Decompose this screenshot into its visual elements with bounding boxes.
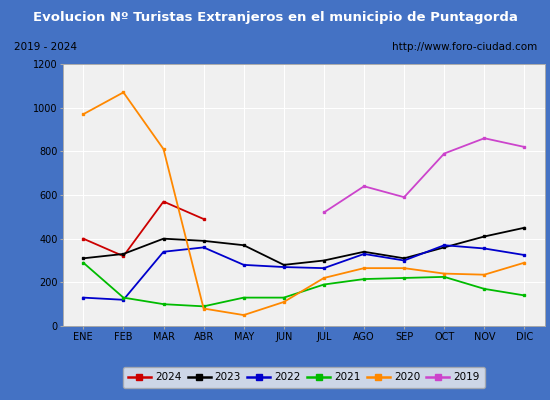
2023 bbox=[441, 245, 448, 250]
Line: 2024: 2024 bbox=[82, 200, 205, 258]
2020 bbox=[120, 90, 127, 95]
2021 bbox=[280, 295, 287, 300]
2021 bbox=[441, 274, 448, 279]
2023 bbox=[120, 252, 127, 256]
2021 bbox=[401, 276, 408, 280]
2020 bbox=[401, 266, 408, 270]
2021 bbox=[361, 277, 367, 282]
2020 bbox=[521, 260, 528, 265]
2023 bbox=[240, 243, 247, 248]
2022 bbox=[521, 253, 528, 258]
2021 bbox=[481, 286, 488, 291]
2024 bbox=[120, 254, 127, 258]
2021 bbox=[240, 295, 247, 300]
Line: 2020: 2020 bbox=[82, 91, 526, 316]
2021 bbox=[120, 295, 127, 300]
2022 bbox=[120, 297, 127, 302]
2023 bbox=[361, 249, 367, 254]
2022 bbox=[240, 262, 247, 267]
2023 bbox=[80, 256, 86, 261]
2023 bbox=[401, 256, 408, 261]
2021 bbox=[521, 293, 528, 298]
Line: 2022: 2022 bbox=[82, 244, 526, 301]
Text: Evolucion Nº Turistas Extranjeros en el municipio de Puntagorda: Evolucion Nº Turistas Extranjeros en el … bbox=[32, 10, 518, 24]
2023 bbox=[521, 225, 528, 230]
2023 bbox=[481, 234, 488, 239]
2022 bbox=[160, 249, 167, 254]
2022 bbox=[401, 258, 408, 263]
2023 bbox=[321, 258, 327, 263]
2024 bbox=[80, 236, 86, 241]
2022 bbox=[321, 266, 327, 270]
2020 bbox=[200, 306, 207, 311]
2021 bbox=[80, 260, 86, 265]
2022 bbox=[481, 246, 488, 251]
2020 bbox=[441, 271, 448, 276]
2020 bbox=[160, 147, 167, 152]
2019 bbox=[441, 151, 448, 156]
2024 bbox=[200, 217, 207, 222]
2020 bbox=[80, 112, 86, 117]
2023 bbox=[160, 236, 167, 241]
2022 bbox=[280, 265, 287, 270]
2020 bbox=[361, 266, 367, 270]
2021 bbox=[200, 304, 207, 309]
Text: http://www.foro-ciudad.com: http://www.foro-ciudad.com bbox=[392, 42, 537, 52]
Text: 2019 - 2024: 2019 - 2024 bbox=[14, 42, 77, 52]
2024 bbox=[160, 199, 167, 204]
2021 bbox=[160, 302, 167, 306]
2019 bbox=[481, 136, 488, 141]
2020 bbox=[280, 300, 287, 304]
2023 bbox=[280, 262, 287, 267]
2022 bbox=[361, 252, 367, 256]
2022 bbox=[441, 243, 448, 248]
2019 bbox=[401, 195, 408, 200]
Line: 2019: 2019 bbox=[322, 137, 526, 214]
2023 bbox=[200, 238, 207, 243]
2022 bbox=[80, 295, 86, 300]
2020 bbox=[321, 276, 327, 280]
2019 bbox=[521, 144, 528, 149]
Line: 2021: 2021 bbox=[82, 261, 526, 308]
2019 bbox=[321, 210, 327, 215]
2019 bbox=[361, 184, 367, 189]
2020 bbox=[481, 272, 488, 277]
2022 bbox=[200, 245, 207, 250]
2021 bbox=[321, 282, 327, 287]
Legend: 2024, 2023, 2022, 2021, 2020, 2019: 2024, 2023, 2022, 2021, 2020, 2019 bbox=[123, 367, 485, 388]
Line: 2023: 2023 bbox=[82, 226, 526, 266]
2020 bbox=[240, 313, 247, 318]
